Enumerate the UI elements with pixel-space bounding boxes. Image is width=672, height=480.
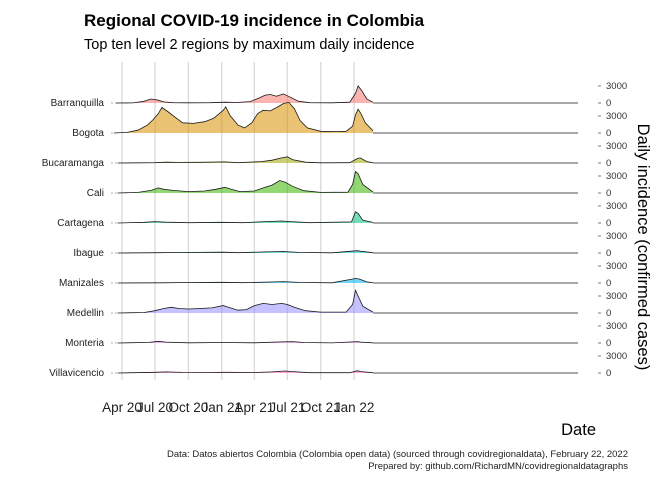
x-tick-label: Oct 20 (168, 400, 208, 415)
y-tick-manizales-0: 0 (606, 278, 611, 289)
y-tick-cartagena-3000: 3000 (606, 201, 627, 212)
y-tick-villavicencio-3000: 3000 (606, 351, 627, 362)
y-tick-bucaramanga-3000: 3000 (606, 141, 627, 152)
y-tick-monteria-3000: 3000 (606, 321, 627, 332)
y-tick-ibague-0: 0 (606, 248, 611, 259)
chart-title: Regional COVID-19 incidence in Colombia (84, 11, 425, 30)
x-axis-title: Date (561, 421, 596, 439)
series-layer (111, 85, 578, 374)
y-tick-villavicencio-0: 0 (606, 368, 611, 379)
chart-subtitle: Top ten level 2 regions by maximum daily… (84, 37, 414, 53)
y-tick-bucaramanga-0: 0 (606, 158, 611, 169)
y-tick-monteria-0: 0 (606, 338, 611, 349)
series-line-bogota (113, 101, 374, 134)
y-tick-cartagena-0: 0 (606, 218, 611, 229)
y-tick-bogota-0: 0 (606, 128, 611, 139)
x-tick-label: Jan 22 (334, 400, 375, 415)
y-tick-cali-0: 0 (606, 188, 611, 199)
y-tick-barranquilla-0: 0 (606, 98, 611, 109)
y-tick-cali-3000: 3000 (606, 171, 627, 182)
series-line-ibague (117, 250, 373, 254)
region-label-bucaramanga: Bucaramanga (42, 158, 105, 169)
caption-source: Data: Datos abiertos Colombia (Colombia … (167, 449, 628, 460)
series-line-cartagena (117, 211, 373, 224)
y-tick-ibague-3000: 3000 (606, 231, 627, 242)
y-tick-manizales-3000: 3000 (606, 261, 627, 272)
region-label-ibague: Ibague (73, 248, 104, 259)
region-label-cali: Cali (87, 188, 104, 199)
labels-layer: Barranquilla 0 3000 Bogota 0 3000 Bucaramanga 0… (42, 81, 627, 379)
caption-credit: Prepared by: github.com/RichardMN/covidr… (368, 461, 628, 472)
region-label-manizales: Manizales (59, 278, 104, 289)
region-label-villavicencio: Villavicencio (49, 368, 104, 379)
series-line-villavicencio (117, 370, 373, 374)
series-line-medellin (117, 289, 374, 314)
y-tick-medellin-0: 0 (606, 308, 611, 319)
series-line-cali (117, 170, 374, 194)
region-label-bogota: Bogota (72, 128, 104, 139)
x-tick-label: Jul 21 (269, 400, 305, 415)
region-label-monteria: Monteria (65, 338, 104, 349)
region-label-barranquilla: Barranquilla (51, 98, 105, 109)
series-line-barranquilla (115, 85, 374, 104)
x-tick-label: Oct 21 (301, 400, 341, 415)
x-tick-label: Apr 21 (234, 400, 274, 415)
series-area-bogota (114, 102, 373, 133)
y-tick-barranquilla-3000: 3000 (606, 81, 627, 92)
series-line-bucaramanga (117, 156, 373, 164)
series-area-manizales (117, 278, 373, 283)
series-line-monteria (117, 340, 373, 344)
y-axis-title: Daily incidence (confirmed cases) (634, 124, 652, 371)
x-tick-label: Jan 21 (201, 400, 242, 415)
x-tick-label: Jul 20 (137, 400, 173, 415)
grid-layer (121, 62, 355, 380)
x-tick-label: Apr 20 (102, 400, 142, 415)
y-tick-medellin-3000: 3000 (606, 291, 627, 302)
region-label-cartagena: Cartagena (57, 218, 104, 229)
series-line-manizales (117, 278, 373, 284)
series-area-cali (117, 171, 373, 193)
y-tick-bogota-3000: 3000 (606, 111, 627, 122)
region-label-medellin: Medellin (67, 308, 104, 319)
